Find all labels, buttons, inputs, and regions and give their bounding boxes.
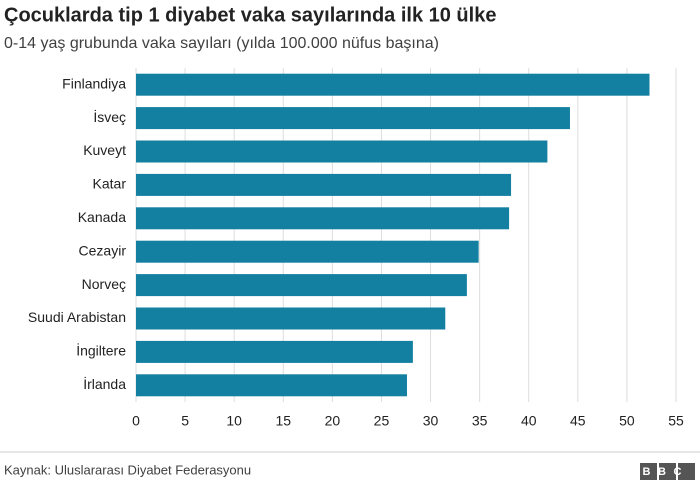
y-tick-label: İngiltere	[76, 342, 126, 359]
y-tick-label: Suudi Arabistan	[28, 309, 126, 325]
y-tick-label: İsveç	[93, 108, 126, 125]
x-tick-label: 5	[181, 413, 189, 429]
x-tick-label: 55	[668, 413, 684, 429]
x-tick-label: 15	[275, 413, 291, 429]
y-tick-label: İrlanda	[83, 375, 126, 392]
logo-box	[640, 463, 657, 480]
bar	[136, 173, 512, 196]
bar	[136, 307, 446, 330]
y-tick-label: Katar	[93, 176, 127, 192]
x-tick-label: 30	[423, 413, 439, 429]
chart-title: Çocuklarda tip 1 diyabet vaka sayılarınd…	[4, 4, 496, 26]
logo-box	[659, 463, 676, 480]
chart-subtitle: 0-14 yaş grubunda vaka sayıları (yılda 1…	[4, 35, 439, 52]
x-tick-label: 20	[325, 413, 341, 429]
bar	[136, 374, 407, 397]
logo: BBC	[640, 463, 695, 480]
x-tick-label: 25	[374, 413, 390, 429]
x-tick-label: 10	[226, 413, 242, 429]
bar	[136, 107, 570, 130]
y-tick-label: Finlandiya	[62, 75, 126, 91]
x-tick-label: 35	[472, 413, 488, 429]
logo-text: BBC	[643, 466, 693, 478]
y-tick-label: Cezayir	[79, 242, 127, 258]
y-tick-label: Kanada	[78, 209, 126, 225]
bar	[136, 140, 548, 163]
bar	[136, 274, 467, 297]
y-tick-label: Kuveyt	[83, 142, 126, 158]
bar	[136, 73, 650, 96]
x-tick-label: 40	[521, 413, 537, 429]
x-tick-label: 50	[619, 413, 635, 429]
x-tick-label: 0	[132, 413, 140, 429]
bar	[136, 340, 413, 363]
y-tick-label: Norveç	[82, 276, 126, 292]
bar	[136, 240, 479, 263]
source: Kaynak: Uluslararası Diyabet Federasyonu	[4, 462, 251, 477]
x-tick-label: 45	[570, 413, 586, 429]
bar	[136, 207, 510, 230]
logo-box	[678, 463, 695, 480]
